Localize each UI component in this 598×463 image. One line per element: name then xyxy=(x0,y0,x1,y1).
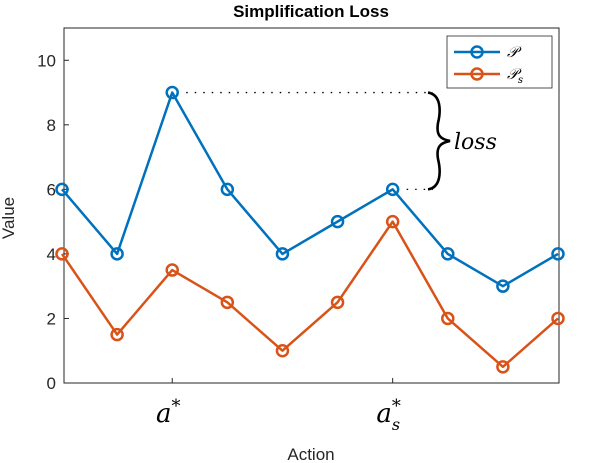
data-point-0 xyxy=(330,214,345,229)
data-point-0 xyxy=(385,182,400,197)
loss-annotation: loss xyxy=(186,91,497,191)
data-point-1 xyxy=(55,247,69,261)
data-point-0 xyxy=(110,247,124,261)
data-point-1 xyxy=(551,311,565,326)
x-tick-base: a xyxy=(376,399,392,429)
data-point-1 xyxy=(441,311,455,326)
series-group xyxy=(55,85,565,374)
x-tick-sup: * xyxy=(171,396,180,417)
legend-swatch-marker-ps xyxy=(470,67,484,81)
y-tick-label: 0 xyxy=(47,374,56,393)
data-point-0 xyxy=(496,279,510,293)
data-point-0 xyxy=(551,247,565,261)
legend-box xyxy=(446,35,553,89)
x-tick-label: a* xyxy=(156,396,181,429)
data-point-1 xyxy=(165,263,179,277)
data-point-1 xyxy=(385,214,400,229)
x-tick-label: a* s xyxy=(376,396,401,434)
data-point-1 xyxy=(275,343,290,358)
y-tick-label: 6 xyxy=(47,180,56,199)
chart-title: Simplification Loss xyxy=(233,2,389,21)
y-tick-label: 8 xyxy=(47,116,56,135)
y-axis-label: Value xyxy=(0,197,18,239)
data-point-0 xyxy=(220,182,235,197)
data-point-1 xyxy=(110,327,124,342)
y-tick-label: 2 xyxy=(47,309,56,328)
loss-label: loss xyxy=(454,130,497,155)
brace xyxy=(427,91,451,191)
series-line-0 xyxy=(61,91,559,288)
y-ticks: 0 2 4 6 8 10 xyxy=(37,51,69,393)
x-tick-sub: s xyxy=(392,415,400,434)
data-point-1 xyxy=(496,360,510,374)
series-line-1 xyxy=(60,220,559,369)
plot-area-frame xyxy=(63,27,560,384)
data-point-1 xyxy=(330,295,345,310)
data-point-0 xyxy=(165,85,179,100)
x-tick-base: a xyxy=(156,399,172,429)
legend-swatch-marker-p xyxy=(470,45,484,59)
y-tick-label: 10 xyxy=(37,51,56,70)
legend: 𝒫 𝒫s xyxy=(446,35,553,89)
data-point-0 xyxy=(441,247,455,261)
data-point-1 xyxy=(220,295,235,310)
data-point-0 xyxy=(55,182,69,197)
x-tick-sup: * xyxy=(392,396,401,417)
y-tick-label: 4 xyxy=(47,245,56,264)
x-axis-label: Action xyxy=(287,445,334,463)
legend-entry-ps: 𝒫s xyxy=(454,65,523,86)
x-ticks: a* a* s xyxy=(156,378,401,434)
legend-label-ps-sub: s xyxy=(518,75,523,86)
data-point-0 xyxy=(275,247,290,261)
